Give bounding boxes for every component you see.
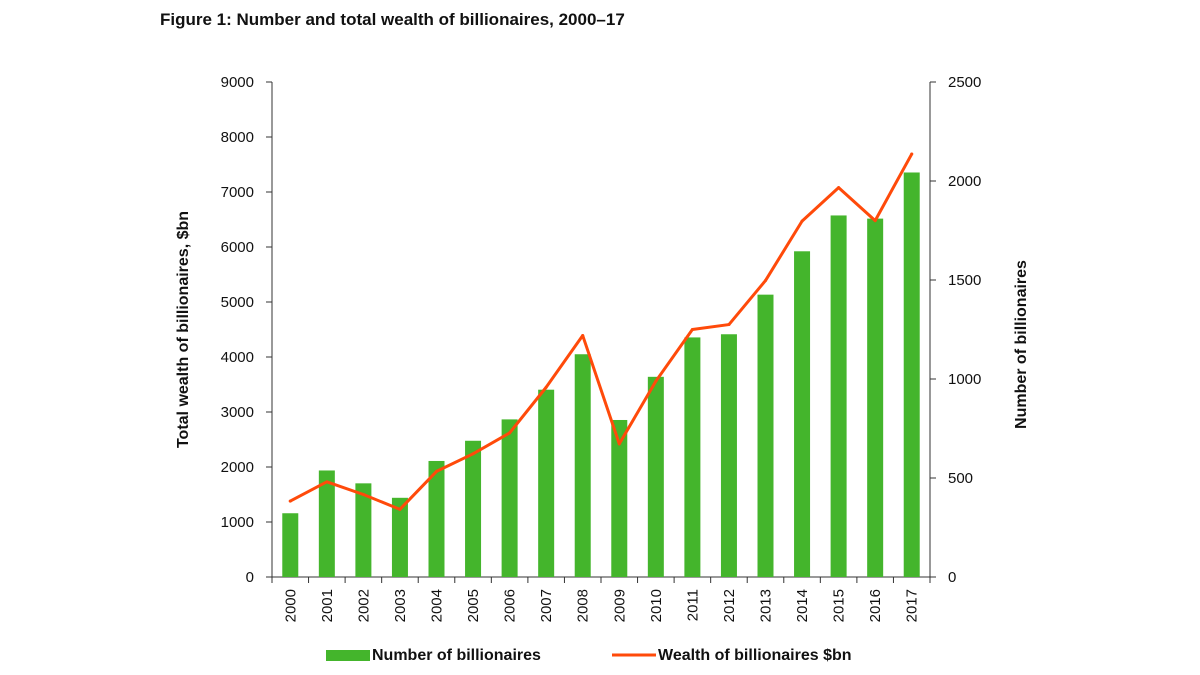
right-axis-title: Number of billionaires <box>1013 260 1030 429</box>
right-axis-tick-label: 2500 <box>948 74 981 91</box>
left-axis-tick-label: 0 <box>246 569 254 586</box>
bar-number-of-billionaires <box>428 460 445 577</box>
bar-number-of-billionaires <box>794 251 811 578</box>
line-point-wealth-of-billionaires <box>325 480 329 484</box>
line-point-wealth-of-billionaires <box>508 431 512 435</box>
x-axis-tick-label: 2014 <box>794 589 811 622</box>
line-point-wealth-of-billionaires <box>654 379 658 383</box>
bar-number-of-billionaires <box>574 354 591 577</box>
left-axis-tick-label: 6000 <box>221 239 254 256</box>
bar-number-of-billionaires <box>867 218 884 577</box>
x-axis-tick-label: 2013 <box>758 589 775 622</box>
right-axis-tick-label: 1500 <box>948 272 981 289</box>
bar-number-of-billionaires <box>611 419 628 577</box>
line-point-wealth-of-billionaires <box>581 334 585 338</box>
bar-number-of-billionaires <box>282 513 299 577</box>
left-axis-tick-label: 5000 <box>221 294 254 311</box>
figure-title: Figure 1: Number and total wealth of bil… <box>160 10 625 29</box>
x-axis-tick-label: 2000 <box>282 589 299 622</box>
x-axis-tick-label: 2009 <box>611 589 628 622</box>
left-axis-title: Total wealth of billionaires, $bn <box>175 211 192 448</box>
bar-number-of-billionaires <box>684 337 701 577</box>
left-axis-tick-label: 2000 <box>221 459 254 476</box>
bar-number-of-billionaires <box>501 419 518 577</box>
bar-number-of-billionaires <box>538 389 555 577</box>
left-axis-tick-label: 1000 <box>221 514 254 531</box>
line-point-wealth-of-billionaires <box>837 186 841 190</box>
x-axis-tick-label: 2004 <box>429 589 446 622</box>
x-axis-tick-label: 2005 <box>465 589 482 622</box>
line-point-wealth-of-billionaires <box>800 219 804 223</box>
line-point-wealth-of-billionaires <box>617 442 621 446</box>
line-point-wealth-of-billionaires <box>690 328 694 331</box>
left-axis-tick-label: 8000 <box>221 129 254 146</box>
line-point-wealth-of-billionaires <box>288 499 292 503</box>
x-axis-tick-label: 2011 <box>684 589 701 621</box>
bar-number-of-billionaires <box>830 215 847 577</box>
line-point-wealth-of-billionaires <box>764 279 767 283</box>
x-axis-tick-label: 2017 <box>904 589 921 622</box>
left-axis-tick-label: 7000 <box>221 184 254 201</box>
right-axis-tick-label: 2000 <box>948 173 981 190</box>
right-axis-tick-label: 0 <box>948 569 956 586</box>
line-point-wealth-of-billionaires <box>435 469 438 473</box>
right-axis-tick-label: 1000 <box>948 371 981 388</box>
bar-number-of-billionaires <box>720 334 737 577</box>
line-point-wealth-of-billionaires <box>727 323 731 327</box>
bar-number-of-billionaires <box>757 294 774 577</box>
line-point-wealth-of-billionaires <box>398 507 402 511</box>
bar-number-of-billionaires <box>647 376 664 577</box>
x-axis-tick-label: 2010 <box>648 589 665 622</box>
x-axis-tick-label: 2012 <box>721 589 738 622</box>
bar-number-of-billionaires <box>391 497 408 577</box>
bar-number-of-billionaires <box>355 483 372 577</box>
line-point-wealth-of-billionaires <box>544 385 548 389</box>
left-axis-tick-label: 9000 <box>221 74 254 91</box>
line-wealth-of-billionaires <box>288 152 914 511</box>
x-axis-tick-label: 2001 <box>319 589 336 622</box>
legend-swatch-number-of-billionaires <box>326 650 370 661</box>
x-axis-tick-label: 2006 <box>502 589 519 622</box>
line-point-wealth-of-billionaires <box>361 493 365 496</box>
legend-label-wealth-of-billionaires: Wealth of billionaires $bn <box>658 647 852 664</box>
line-point-wealth-of-billionaires <box>910 152 914 156</box>
x-axis-tick-label: 2016 <box>867 589 884 622</box>
bar-number-of-billionaires <box>318 470 335 577</box>
x-axis-tick-label: 2015 <box>831 589 848 622</box>
x-axis-tick-label: 2003 <box>392 589 409 622</box>
legend-label-number-of-billionaires: Number of billionaires <box>372 647 541 664</box>
left-axis-tick-label: 3000 <box>221 404 254 421</box>
right-axis-tick-label: 500 <box>948 470 973 487</box>
x-axis-tick-label: 2007 <box>538 589 555 622</box>
x-axis-tick-label: 2008 <box>575 589 592 622</box>
bar-number-of-billionaires <box>903 172 920 577</box>
left-axis-tick-label: 4000 <box>221 349 254 366</box>
line-point-wealth-of-billionaires <box>873 219 877 223</box>
line-point-wealth-of-billionaires <box>471 452 475 456</box>
x-axis-tick-label: 2002 <box>355 589 372 622</box>
bar-number-of-billionaires <box>465 440 482 577</box>
